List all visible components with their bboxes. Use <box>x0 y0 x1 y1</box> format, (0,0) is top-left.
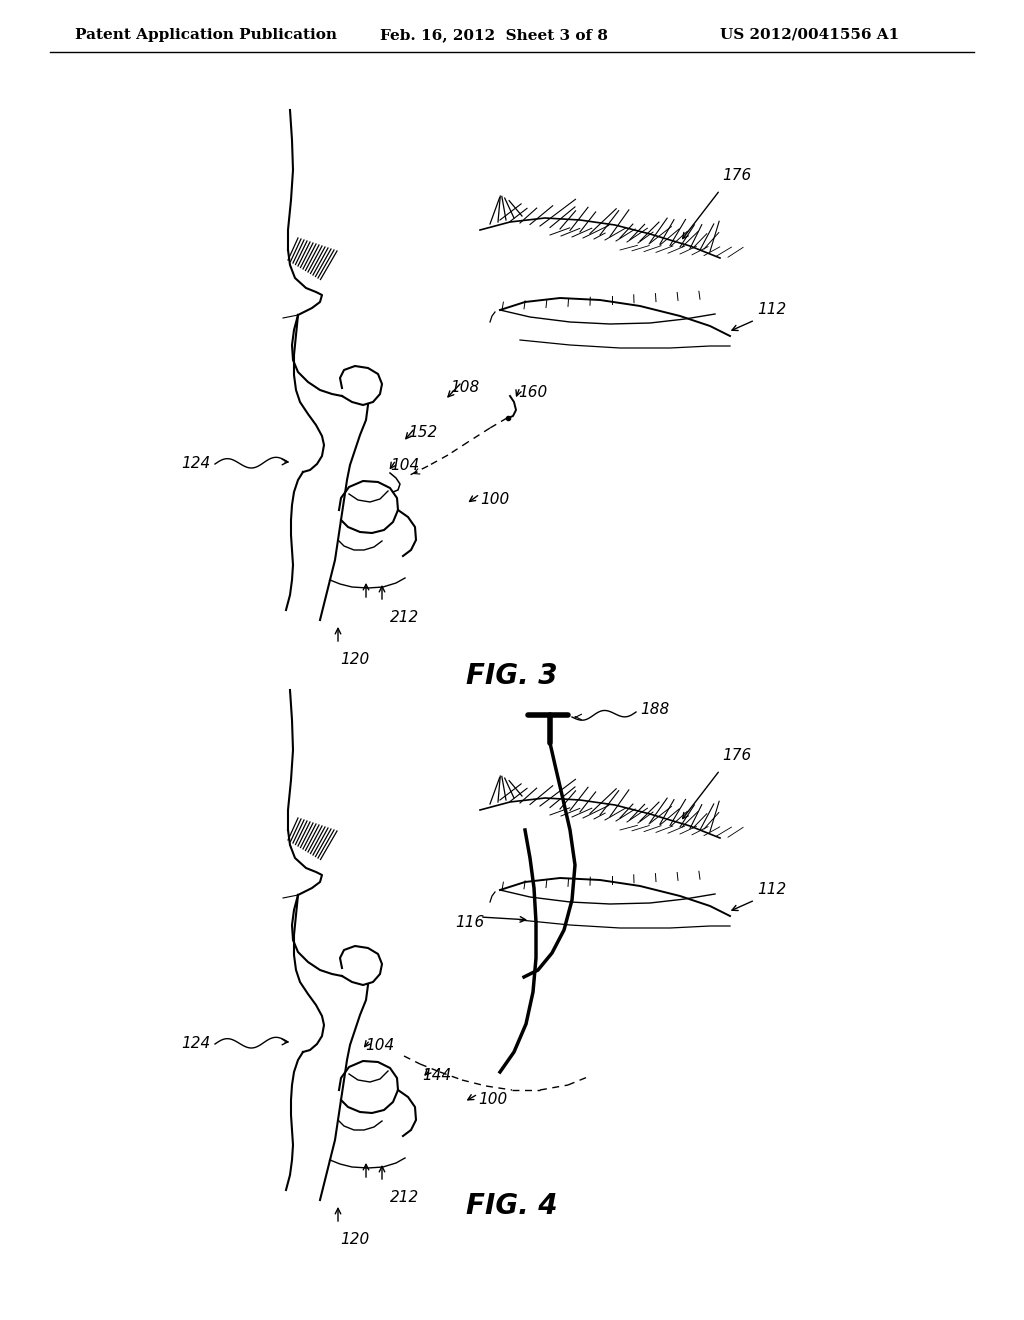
Text: 112: 112 <box>757 882 786 898</box>
Text: 100: 100 <box>480 492 509 507</box>
Text: US 2012/0041556 A1: US 2012/0041556 A1 <box>720 28 899 42</box>
Text: Patent Application Publication: Patent Application Publication <box>75 28 337 42</box>
Text: 152: 152 <box>408 425 437 440</box>
Text: 108: 108 <box>450 380 479 395</box>
Text: 212: 212 <box>390 610 419 624</box>
Text: Feb. 16, 2012  Sheet 3 of 8: Feb. 16, 2012 Sheet 3 of 8 <box>380 28 608 42</box>
Text: 112: 112 <box>757 302 786 317</box>
Text: 124: 124 <box>181 1036 210 1052</box>
Text: 144: 144 <box>422 1068 452 1082</box>
Text: 176: 176 <box>722 748 752 763</box>
Text: 120: 120 <box>340 1232 370 1247</box>
Text: 176: 176 <box>722 168 752 183</box>
Text: 100: 100 <box>478 1092 507 1107</box>
Text: 212: 212 <box>390 1191 419 1205</box>
Text: FIG. 3: FIG. 3 <box>466 663 558 690</box>
Text: 104: 104 <box>390 458 419 473</box>
Text: 116: 116 <box>455 915 484 931</box>
Text: 124: 124 <box>181 457 210 471</box>
Text: 188: 188 <box>640 702 670 718</box>
Text: 160: 160 <box>518 385 547 400</box>
Text: FIG. 4: FIG. 4 <box>466 1192 558 1220</box>
Text: 120: 120 <box>340 652 370 667</box>
Text: 104: 104 <box>365 1038 394 1053</box>
